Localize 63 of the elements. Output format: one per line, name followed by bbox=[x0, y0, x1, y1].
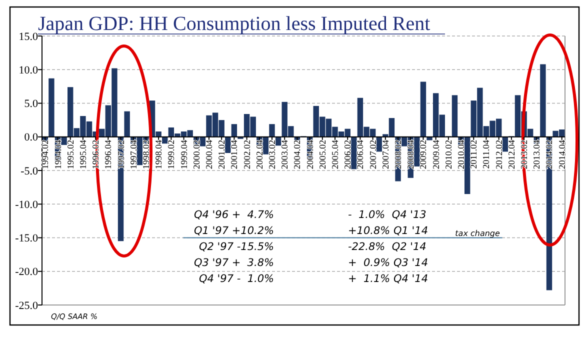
x-tick-label: 2006.04 bbox=[355, 139, 366, 170]
x-tick-label: 1997.02 bbox=[116, 140, 126, 170]
x-tick-label: 2003.02 bbox=[266, 140, 277, 170]
x-tick-label: 2001.04 bbox=[229, 139, 240, 170]
x-tick-label: 2007.02 bbox=[368, 140, 378, 170]
annotation: - 1.0% Q4 '13 bbox=[348, 209, 426, 221]
x-tick-label: 2009.02 bbox=[418, 140, 428, 170]
x-tick-label: 2006.02 bbox=[342, 140, 353, 170]
x-tick-label: 2013.04 bbox=[532, 139, 542, 170]
y-tick-label: 10.0 bbox=[18, 64, 38, 76]
y-tick-label: -15.0 bbox=[15, 232, 38, 245]
x-tick-label: 2003.04 bbox=[280, 139, 290, 170]
x-tick-label: 1995.02 bbox=[65, 140, 76, 170]
chart-title: Japan GDP: HH Consumption less Imputed Rent bbox=[38, 13, 431, 35]
annotation: -22.8% Q2 '14 bbox=[348, 241, 426, 253]
x-tick-label: 1994.02 bbox=[40, 140, 50, 170]
annotation: Q4 '97 - 1.0% bbox=[198, 273, 274, 285]
annotation: +10.8% Q1 '14 bbox=[348, 225, 428, 237]
x-tick-label: 2002.02 bbox=[242, 140, 252, 170]
x-tick-label: 2008.04 bbox=[406, 139, 416, 170]
annotation: Q2 '97 -15.5% bbox=[198, 241, 274, 253]
x-tick-label: 1995.04 bbox=[78, 139, 88, 170]
y-tick-label: 0.0 bbox=[24, 132, 38, 144]
x-tick-label: 1999.04 bbox=[178, 139, 189, 170]
x-tick-label: 1996.02 bbox=[90, 140, 101, 170]
x-tick-label: 1998.04 bbox=[154, 139, 164, 170]
x-tick-label: 2000.04 bbox=[204, 139, 214, 170]
annotation: Q1 '97 +10.2% bbox=[194, 225, 274, 237]
y-tick-label: -25.0 bbox=[15, 300, 38, 312]
x-tick-label: 2004.02 bbox=[292, 140, 302, 170]
ref-line-label: tax change bbox=[455, 228, 500, 238]
annotation: + 1.1% Q4 '14 bbox=[348, 273, 428, 285]
x-tick-label: 2011.04 bbox=[481, 139, 492, 169]
y-tick-label: 5.0 bbox=[24, 98, 38, 110]
x-tick-label: 2001.02 bbox=[216, 140, 227, 170]
x-tick-label: 2000.02 bbox=[191, 140, 202, 170]
x-tick-label: 1998.02 bbox=[140, 140, 151, 170]
y-tick-label: -5.0 bbox=[20, 165, 38, 178]
y-tick-label: 15.0 bbox=[18, 30, 38, 43]
x-tick-label: 2008.02 bbox=[393, 140, 404, 170]
annotation: Q3 '97 + 3.8% bbox=[194, 257, 274, 269]
x-tick-label: 2010.02 bbox=[443, 140, 454, 170]
x-tick-label: 2005.02 bbox=[317, 140, 328, 170]
x-tick-label: 2004.04 bbox=[304, 139, 315, 170]
x-tick-label: 1994.04 bbox=[52, 139, 63, 170]
x-tick-label: 1996.04 bbox=[103, 139, 114, 170]
x-tick-label: 2014.02 bbox=[544, 140, 554, 170]
x-tick-label: 2010.04 bbox=[456, 139, 466, 170]
x-tick-label: 2002.04 bbox=[254, 139, 264, 170]
y-tick-label: -10.0 bbox=[15, 198, 38, 211]
y-tick-label: -20.0 bbox=[15, 266, 38, 278]
x-tick-label: 1997.04 bbox=[128, 139, 138, 170]
x-tick-label: 2009.04 bbox=[430, 139, 441, 170]
x-tick-label: 2012.02 bbox=[494, 140, 504, 170]
x-tick-label: 2011.02 bbox=[468, 140, 479, 169]
annotation: + 0.9% Q3 '14 bbox=[348, 257, 428, 269]
x-tick-label: 2012.04 bbox=[506, 139, 516, 170]
x-tick-label: 2007.04 bbox=[380, 139, 390, 170]
x-tick-label: 2013.02 bbox=[519, 140, 530, 170]
annotation: Q4 '96 + 4.7% bbox=[194, 209, 274, 221]
x-tick-label: 2005.04 bbox=[330, 139, 340, 170]
x-tick-label: 2014.04 bbox=[556, 139, 567, 170]
x-tick-label: 1999.02 bbox=[166, 140, 176, 170]
